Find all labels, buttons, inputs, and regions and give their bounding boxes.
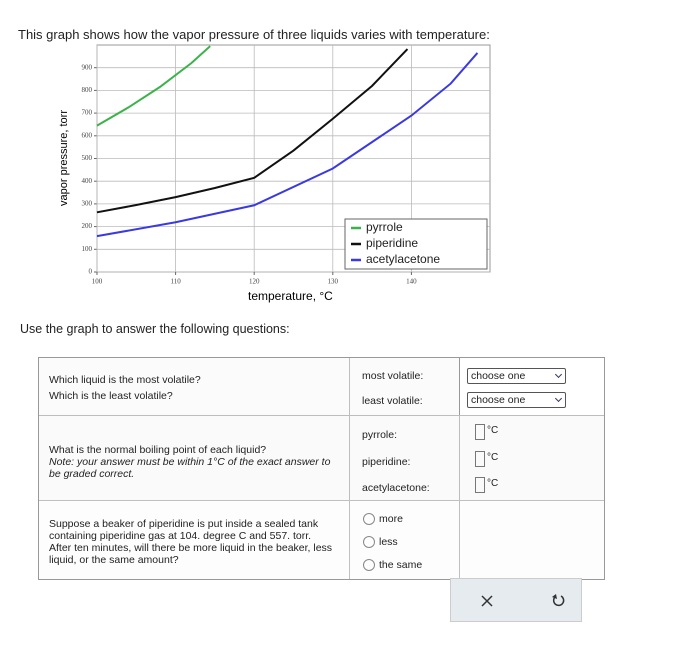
question-note: Note: your answer must be within 1°C of …	[49, 456, 331, 480]
radio[interactable]	[363, 559, 375, 571]
unit: °C	[487, 425, 499, 436]
question-text: Which is the least volatile?	[49, 390, 173, 402]
select[interactable]: choose one	[467, 368, 566, 384]
y-tick-label: 300	[82, 200, 93, 208]
option-label: the same	[379, 559, 423, 571]
x-tick-label: 110	[170, 278, 181, 286]
clear-button[interactable]	[481, 595, 493, 607]
row-divider	[39, 415, 604, 416]
field-label: acetylacetone:	[362, 482, 430, 494]
x-tick-label: 130	[328, 278, 339, 286]
text-input[interactable]	[475, 424, 485, 440]
y-tick-label: 100	[82, 245, 93, 253]
x-tick-label: 100	[92, 278, 103, 286]
y-tick-label: 500	[82, 154, 93, 162]
row-shade	[39, 500, 604, 579]
text-input[interactable]	[475, 477, 485, 493]
y-tick-label: 600	[82, 131, 93, 139]
field-label: least volatile:	[362, 395, 423, 407]
x-axis-label: temperature, °C	[248, 289, 333, 303]
y-tick-label: 800	[82, 86, 93, 94]
y-tick-label: 700	[82, 109, 93, 117]
heading: This graph shows how the vapor pressure …	[18, 27, 490, 42]
radio[interactable]	[363, 536, 375, 548]
legend-box	[344, 218, 488, 270]
action-bar	[450, 578, 582, 622]
column-divider	[349, 358, 350, 579]
option-label: more	[379, 513, 403, 525]
y-tick-label: 400	[82, 177, 93, 185]
chart: temperature, °C vapor pressure, torr 0 10…	[58, 44, 491, 303]
question-text: Suppose a beaker of piperidine is put in…	[49, 518, 333, 566]
data-line	[96, 45, 211, 127]
question-table: Which liquid is the most volatile? Which…	[38, 357, 605, 580]
row-shade	[39, 415, 604, 500]
field-label: pyrrole:	[362, 429, 398, 441]
question-text: Which liquid is the most volatile?	[49, 374, 201, 386]
text-input[interactable]	[475, 451, 485, 467]
x-tick-label: 140	[406, 278, 417, 286]
legend-label: piperidine	[366, 236, 418, 250]
option-label: less	[379, 536, 398, 548]
field-label: piperidine:	[362, 456, 411, 468]
undo-button[interactable]	[551, 593, 565, 607]
y-tick-label: 900	[82, 63, 93, 71]
unit: °C	[487, 478, 499, 489]
question-text: What is the normal boiling point of each…	[49, 444, 267, 456]
data-line	[96, 52, 479, 238]
y-tick-label: 0	[89, 268, 93, 276]
legend-label: acetylacetone	[366, 252, 440, 266]
y-tick-label: 200	[82, 222, 93, 230]
row-divider	[39, 500, 604, 501]
select[interactable]: choose one	[467, 392, 566, 408]
field-label: most volatile:	[362, 370, 424, 382]
x-tick-label: 120	[249, 278, 260, 286]
y-axis-label: vapor pressure, torr	[58, 110, 70, 206]
row-shade	[39, 358, 460, 415]
radio[interactable]	[363, 513, 375, 525]
data-line	[96, 48, 409, 214]
instructions: Use the graph to answer the following qu…	[20, 322, 290, 336]
legend-label: pyrrole	[366, 220, 403, 234]
column-divider	[459, 358, 460, 579]
unit: °C	[487, 452, 499, 463]
